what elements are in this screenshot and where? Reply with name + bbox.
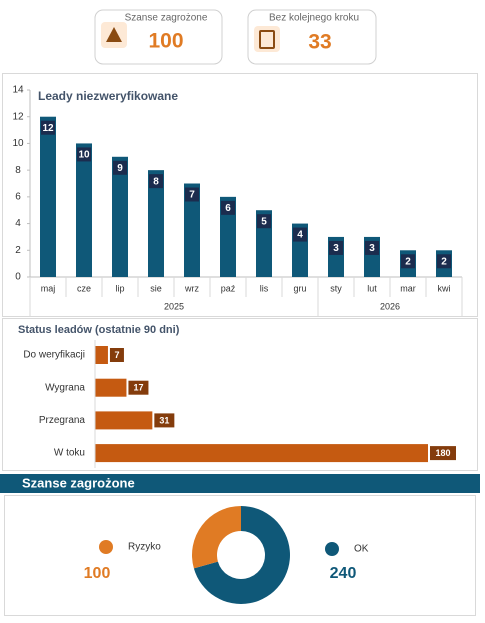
kpi-label: Bez kolejnego kroku	[269, 13, 359, 24]
data-label: 3	[369, 243, 375, 254]
bar	[184, 183, 200, 277]
data-label: 12	[42, 123, 54, 134]
x-tick-label: gru	[293, 283, 306, 293]
y-tick-label: Do weryfikacji	[23, 350, 85, 361]
group-label: 2025	[164, 301, 184, 311]
kpi-value: 33	[308, 31, 331, 54]
y-tick-label: 6	[15, 191, 21, 202]
y-tick-label: 0	[15, 272, 21, 283]
data-label: 7	[114, 350, 119, 360]
x-tick-label: paź	[221, 283, 236, 293]
data-label-box	[221, 200, 235, 215]
section-header	[0, 474, 480, 493]
bar	[95, 378, 127, 397]
x-tick-label: mar	[400, 283, 416, 293]
data-label-box	[329, 240, 343, 255]
data-label: 6	[225, 203, 231, 214]
data-label-box	[154, 413, 175, 428]
group-label: 2026	[380, 301, 400, 311]
chart-title: Status leadów (ostatnie 90 dni)	[18, 324, 180, 336]
data-label: 5	[261, 216, 267, 227]
bar	[40, 116, 56, 277]
data-label-box	[77, 147, 91, 162]
data-label-box	[149, 174, 163, 189]
data-label: 3	[333, 243, 339, 254]
bar	[112, 156, 128, 277]
legend-marker	[99, 540, 113, 554]
x-tick-label: sty	[330, 283, 342, 293]
data-label-box	[437, 254, 451, 269]
legend-marker	[325, 542, 339, 556]
bar	[95, 411, 153, 430]
data-label-box	[41, 120, 55, 135]
bar	[220, 196, 236, 277]
data-label: 9	[117, 163, 123, 174]
data-label-box	[113, 160, 127, 175]
data-label: 7	[189, 190, 195, 201]
y-tick-label: 8	[15, 165, 21, 176]
data-label-box	[401, 254, 415, 269]
data-label-box	[293, 227, 307, 242]
y-tick-label: Przegrana	[39, 415, 86, 426]
data-label-box	[430, 446, 456, 461]
warning-icon	[106, 27, 122, 42]
value-label: 240	[330, 565, 357, 582]
y-tick-label: 12	[12, 111, 24, 122]
y-tick-label: Wygrana	[45, 382, 85, 393]
kpi-value: 100	[148, 30, 183, 53]
value-label: 100	[84, 565, 111, 582]
kpi-card	[247, 9, 377, 65]
bar	[76, 143, 92, 277]
y-tick-label: 2	[15, 245, 21, 256]
legend-label: Ryzyko	[128, 542, 161, 553]
data-label: 31	[159, 415, 169, 425]
x-tick-label: wrz	[184, 283, 199, 293]
chart-title: Leady niezweryfikowane	[38, 89, 178, 103]
data-label-box	[365, 240, 379, 255]
data-label: 10	[78, 150, 90, 161]
bar	[95, 346, 108, 364]
kpi-card	[94, 9, 223, 65]
data-label-box	[109, 348, 124, 362]
data-label: 4	[297, 230, 303, 241]
panel	[2, 73, 478, 317]
data-label: 180	[435, 448, 450, 458]
legend-label: OK	[354, 544, 369, 555]
x-tick-label: cze	[77, 283, 91, 293]
x-tick-label: lut	[367, 283, 377, 293]
x-tick-label: lip	[115, 283, 124, 293]
bar	[148, 170, 164, 277]
x-tick-label: kwi	[438, 283, 451, 293]
data-label-box	[128, 380, 149, 395]
x-tick-label: lis	[260, 283, 269, 293]
clipboard-icon	[259, 30, 275, 49]
y-tick-label: W toku	[54, 448, 85, 459]
x-tick-label: maj	[41, 283, 56, 293]
bar	[95, 444, 428, 463]
data-label: 17	[133, 383, 143, 393]
data-label-box	[257, 214, 271, 229]
data-label: 2	[405, 256, 411, 267]
data-label: 2	[441, 256, 447, 267]
y-tick-label: 10	[12, 138, 24, 149]
section-title: Szanse zagrożone	[22, 475, 135, 490]
data-label-box	[185, 187, 199, 202]
donut-segment	[193, 506, 290, 604]
y-tick-label: 14	[12, 85, 24, 96]
y-tick-label: 4	[15, 218, 21, 229]
donut-segment	[192, 506, 241, 569]
data-label: 8	[153, 176, 159, 187]
kpi-label: Szanse zagrożone	[125, 13, 208, 24]
x-tick-label: sie	[150, 283, 162, 293]
